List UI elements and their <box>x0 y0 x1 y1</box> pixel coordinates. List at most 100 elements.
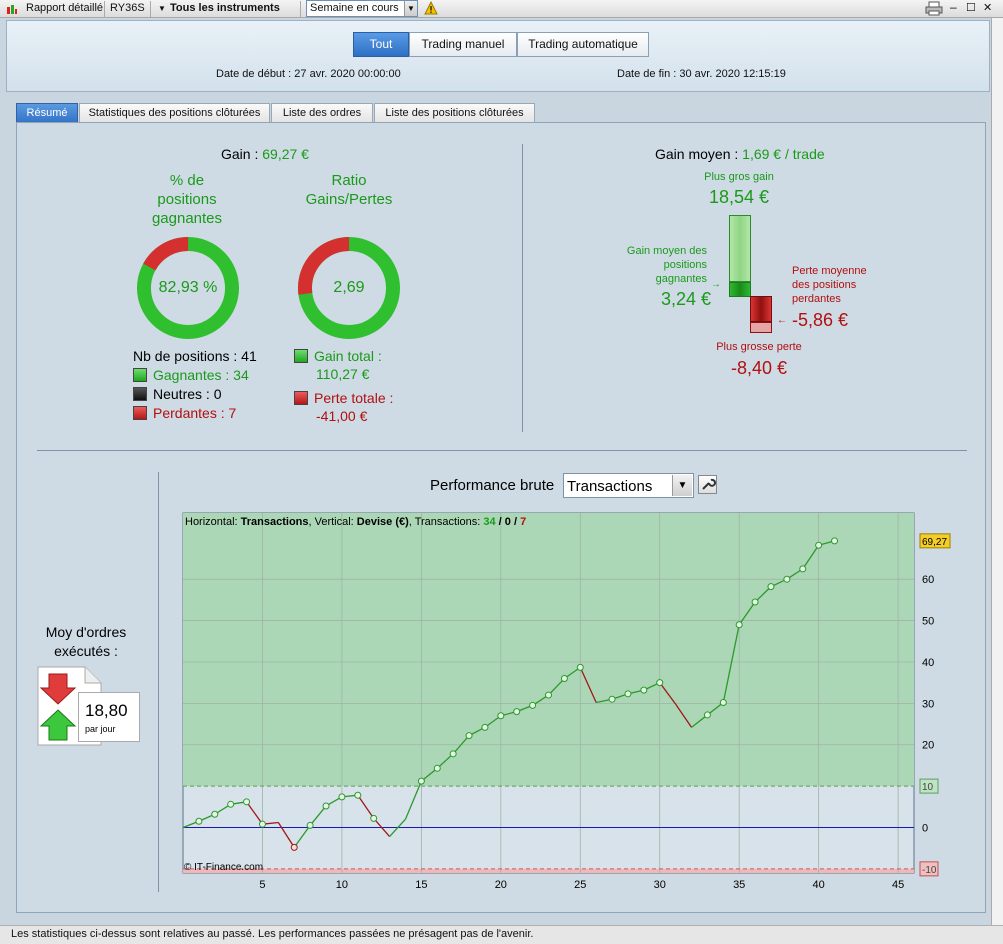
nb-positions: Nb de positions : 41 <box>133 348 257 364</box>
data-point <box>322 802 330 810</box>
summary-panel: Gain : 69,27 € % de positions gagnantes … <box>16 122 986 913</box>
avg-win-label-line1: Gain moyen des <box>626 245 707 257</box>
avg-win-bar <box>729 282 751 297</box>
symbol-label[interactable]: RY36S <box>110 2 145 14</box>
mode-panel: Tout Trading manuel Trading automatique … <box>6 20 990 92</box>
disclaimer-text: Les statistiques ci-dessus sont relative… <box>11 928 534 940</box>
y-ref-label: 10 <box>922 782 934 793</box>
y-tick-label: 50 <box>922 616 934 628</box>
biggest-loss-value: -8,40 € <box>730 358 788 378</box>
orders-title-line2: exécutés : <box>54 643 118 659</box>
end-date: Date de fin : 30 avr. 2020 12:15:19 <box>617 68 786 80</box>
data-point <box>719 699 727 707</box>
gain-total-label: Gain total : <box>314 348 382 364</box>
curve-segment <box>548 678 565 696</box>
chart-header-wins: 34 <box>483 516 496 528</box>
win-rate-donut <box>137 237 239 339</box>
chart-header-horizontal: Transactions <box>241 516 309 528</box>
period-select[interactable]: Semaine en cours ▼ <box>306 0 418 17</box>
perte-totale-value: -41,00 € <box>316 408 368 424</box>
mode-auto-button[interactable]: Trading automatique <box>517 32 649 57</box>
data-point <box>656 679 664 687</box>
perte-totale-swatch <box>294 391 308 405</box>
win-rate-title-line3: gagnantes <box>151 210 223 227</box>
maximize-icon[interactable]: ☐ <box>966 2 976 14</box>
status-bar: Les statistiques ci-dessus sont relative… <box>0 925 1003 944</box>
ratio-loss-arc <box>298 237 400 339</box>
win-rate-value: 82,93 % <box>158 279 218 296</box>
data-point <box>751 598 759 606</box>
data-point <box>227 800 235 808</box>
x-tick-label: 35 <box>733 879 745 891</box>
win-rate-loss-arc <box>137 237 239 339</box>
orders-title: Moy d'ordres exécutés : <box>27 623 145 661</box>
curve-segment <box>754 586 772 603</box>
curve-segment <box>738 601 756 626</box>
data-point <box>767 583 775 591</box>
x-tick-label: 10 <box>336 879 348 891</box>
avg-win-value: 3,24 € <box>660 289 711 309</box>
tab-resume[interactable]: Résumé <box>16 103 78 122</box>
performance-select[interactable]: Transactions ▼ <box>563 473 694 498</box>
losers-count: Perdantes : 7 <box>153 405 237 421</box>
chart-header-losses: 7 <box>520 516 526 528</box>
chart-header-transactions: , Transactions: <box>409 516 484 528</box>
equity-curve <box>182 537 839 851</box>
y-tick-label: 20 <box>922 740 934 752</box>
data-point <box>831 537 839 545</box>
negative-zone <box>183 868 914 873</box>
biggest-gain-label: Plus gros gain <box>704 171 774 183</box>
curve-segment <box>722 624 740 703</box>
report-button[interactable]: Rapport détaillé <box>26 2 104 14</box>
winners-count: Gagnantes : 34 <box>153 367 249 383</box>
tab-closed-positions[interactable]: Liste des positions clôturées <box>374 103 535 122</box>
x-tick-label: 30 <box>654 879 666 891</box>
position-counts: Nb de positions : 41 Gagnantes : 34 Neut… <box>133 347 257 423</box>
neutral-swatch <box>133 387 147 401</box>
tab-closed-stats[interactable]: Statistiques des positions clôturées <box>79 103 270 122</box>
print-icon[interactable] <box>925 1 943 19</box>
data-point <box>417 777 425 785</box>
tab-orders[interactable]: Liste des ordres <box>271 103 373 122</box>
x-tick-label: 15 <box>415 879 427 891</box>
instruments-dropdown[interactable]: Tous les instruments <box>170 2 280 14</box>
minimize-icon[interactable]: – <box>950 0 957 14</box>
curve-segment <box>277 822 295 848</box>
avg-gain-header: Gain moyen : 1,69 € / trade <box>655 146 825 162</box>
data-point <box>370 814 378 822</box>
dropdown-arrow-icon[interactable]: ▼ <box>158 4 166 13</box>
close-icon[interactable]: ✕ <box>983 2 993 14</box>
ratio-hole <box>313 252 385 324</box>
mode-manual-button[interactable]: Trading manuel <box>409 32 517 57</box>
curve-segment <box>436 753 454 769</box>
chevron-down-icon[interactable]: ▼ <box>404 1 417 16</box>
avg-win-label: Gain moyen des positions gagnantes <box>611 244 707 286</box>
curve-segment <box>373 817 391 838</box>
x-tick-label: 5 <box>259 879 265 891</box>
data-point <box>497 712 505 720</box>
chart-divider <box>158 472 159 892</box>
wrench-icon[interactable] <box>698 475 717 494</box>
curve-segment <box>293 825 311 848</box>
mode-all-button[interactable]: Tout <box>353 32 409 57</box>
warning-icon[interactable] <box>424 0 438 18</box>
start-date-label: Date de début : <box>216 68 292 80</box>
start-date-value: 27 avr. 2020 00:00:00 <box>294 68 401 80</box>
chart-header-vertical: Devise (€) <box>357 516 409 528</box>
chart-grid <box>183 513 914 873</box>
chevron-down-icon[interactable]: ▼ <box>672 475 692 496</box>
chart-header-neutral: 0 <box>505 516 511 528</box>
gain-value: 69,27 € <box>262 146 309 162</box>
totals: Gain total : 110,27 € Perte totale : -41… <box>294 347 393 425</box>
data-point <box>735 621 743 629</box>
report-icon[interactable] <box>6 3 18 18</box>
last-value-badge <box>919 533 951 549</box>
avg-loss-label-line2: des positions <box>792 279 857 291</box>
side-strip <box>991 18 1003 925</box>
data-point <box>481 723 489 731</box>
gain-total-swatch <box>294 349 308 363</box>
chart-header-prefix: Horizontal: <box>185 516 241 528</box>
curve-segment <box>659 682 677 705</box>
avg-win-arrow-icon: → <box>711 279 721 290</box>
data-point <box>211 810 219 818</box>
